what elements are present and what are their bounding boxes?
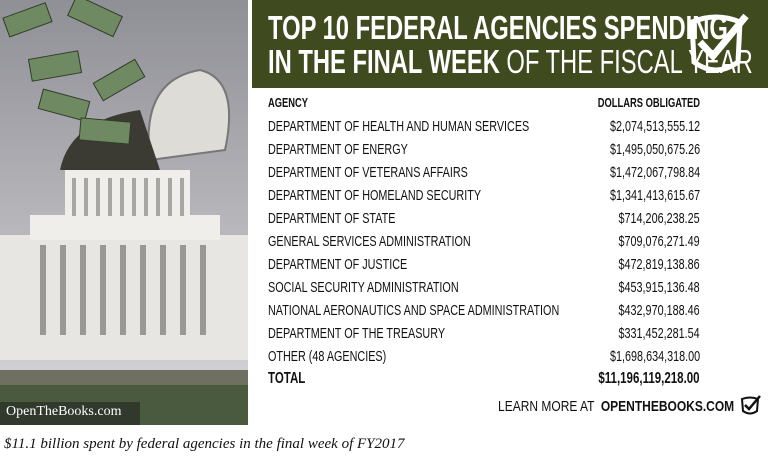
cell-text: TOTAL <box>268 370 306 387</box>
cell-text: DEPARTMENT OF ENERGY <box>268 141 408 158</box>
cell: AGENCY <box>268 93 324 113</box>
title-line2: IN THE FINAL WEEK OF THE FISCAL YEAR <box>268 44 768 80</box>
cell-text: $709,076,271.49 <box>618 233 700 250</box>
cell: DEPARTMENT OF HEALTH AND HUMAN SERVICES <box>268 117 631 137</box>
cell-text: DEPARTMENT OF VETERANS AFFAIRS <box>268 164 468 181</box>
cell: $453,915,136.48 <box>587 278 700 298</box>
cell-text: $1,698,634,318.00 <box>609 348 700 365</box>
cell: GENERAL SERVICES ADMINISTRATION <box>268 232 549 252</box>
cell-text: $453,915,136.48 <box>618 279 700 296</box>
footer-link[interactable]: OPENTHEBOOKS.COM <box>600 398 734 415</box>
table-row: DEPARTMENT OF ENERGY $1,495,050,675.26 <box>268 140 700 160</box>
cell: $2,074,513,555.12 <box>575 117 700 137</box>
cell: $1,698,634,318.00 <box>575 347 700 367</box>
caption: $11.1 billion spent by federal agencies … <box>4 436 405 452</box>
table-row: DEPARTMENT OF STATE $714,206,238.25 <box>268 209 700 229</box>
cell-text: DEPARTMENT OF THE TREASURY <box>268 325 446 342</box>
cell-text: $11,196,119,218.00 <box>598 370 700 387</box>
title-line1: TOP 10 FEDERAL AGENCIES SPENDING <box>268 10 768 46</box>
header-row: AGENCY DOLLARS OBLIGATED <box>268 93 700 113</box>
table-row: NATIONAL AERONAUTICS AND SPACE ADMINISTR… <box>268 301 700 321</box>
cell-text: $1,495,050,675.26 <box>609 141 700 158</box>
title-text: TOP 10 FEDERAL AGENCIES SPENDING <box>268 9 728 46</box>
cell: $11,196,119,218.00 <box>559 369 700 389</box>
footer-check <box>740 395 761 415</box>
table-row: DEPARTMENT OF HEALTH AND HUMAN SERVICES $… <box>268 117 700 137</box>
table-row: DEPARTMENT OF THE TREASURY $331,452,281.5… <box>268 324 700 344</box>
cell: $1,495,050,675.26 <box>575 140 700 160</box>
header-banner <box>252 0 768 88</box>
total-row: TOTAL $11,196,119,218.00 <box>268 369 700 389</box>
title-rest: OF THE FISCAL YEAR <box>506 43 753 80</box>
cell-text: DEPARTMENT OF HOMELAND SECURITY <box>268 187 482 204</box>
cell-text: GENERAL SERVICES ADMINISTRATION <box>268 233 471 250</box>
cell: $331,452,281.54 <box>587 324 700 344</box>
cell-text: DOLLARS OBLIGATED <box>597 95 700 110</box>
table-row: DEPARTMENT OF HOMELAND SECURITY $1,341,41… <box>268 186 700 206</box>
cell-text: $714,206,238.25 <box>618 210 700 227</box>
cell-text: SOCIAL SECURITY ADMINISTRATION <box>268 279 459 296</box>
cell: $1,341,413,615.67 <box>575 186 700 206</box>
cell: $472,819,138.86 <box>587 255 700 275</box>
cell-text: DEPARTMENT OF HEALTH AND HUMAN SERVICES <box>268 118 530 135</box>
cell-text: DEPARTMENT OF STATE <box>268 210 396 227</box>
cell-text: $432,970,188.46 <box>618 302 700 319</box>
cell-text: $331,452,281.54 <box>618 325 700 342</box>
cell: DEPARTMENT OF STATE <box>268 209 445 229</box>
footer: LEARN MORE AT OPENTHEBOOKS.COM <box>439 398 734 415</box>
footer-prefix: LEARN MORE AT <box>497 398 595 415</box>
cell: $714,206,238.25 <box>587 209 700 229</box>
table-row: GENERAL SERVICES ADMINISTRATION $709,076,… <box>268 232 700 252</box>
cell-text: DEPARTMENT OF JUSTICE <box>268 256 408 273</box>
check-icon <box>689 13 749 73</box>
cell: $1,472,067,798.84 <box>575 163 700 183</box>
cell-text: AGENCY <box>268 95 309 110</box>
cell-text: NATIONAL AERONAUTICS AND SPACE ADMINISTR… <box>268 302 560 319</box>
cell: $432,970,188.46 <box>587 301 700 321</box>
cell: SOCIAL SECURITY ADMINISTRATION <box>268 278 533 298</box>
capitol-image <box>0 0 248 425</box>
cell: DEPARTMENT OF JUSTICE <box>268 255 461 275</box>
title-bold: IN THE FINAL WEEK <box>268 43 500 80</box>
table-row: OTHER (48 AGENCIES) $1,698,634,318.00 <box>268 347 700 367</box>
cell: DEPARTMENT OF THE TREASURY <box>268 324 514 344</box>
cell: DEPARTMENT OF VETERANS AFFAIRS <box>268 163 546 183</box>
cell: DEPARTMENT OF HOMELAND SECURITY <box>268 186 564 206</box>
cell: TOTAL <box>268 369 320 389</box>
cell-text: $2,074,513,555.12 <box>609 118 700 135</box>
cell: DOLLARS OBLIGATED <box>558 93 700 113</box>
cell-text: $1,472,067,798.84 <box>609 164 700 181</box>
cell: OTHER (48 AGENCIES) <box>268 347 432 367</box>
cell: DEPARTMENT OF ENERGY <box>268 140 462 160</box>
cell-text: $1,341,413,615.67 <box>609 187 700 204</box>
cell: NATIONAL AERONAUTICS AND SPACE ADMINISTR… <box>268 301 673 321</box>
watermark: OpenTheBooks.com <box>6 404 122 419</box>
cell: $709,076,271.49 <box>587 232 700 252</box>
table-row: SOCIAL SECURITY ADMINISTRATION $453,915,1… <box>268 278 700 298</box>
table-row: DEPARTMENT OF JUSTICE $472,819,138.86 <box>268 255 700 275</box>
cell-text: $472,819,138.86 <box>618 256 700 273</box>
cell-text: OTHER (48 AGENCIES) <box>268 348 387 365</box>
table-row: DEPARTMENT OF VETERANS AFFAIRS $1,472,067… <box>268 163 700 183</box>
